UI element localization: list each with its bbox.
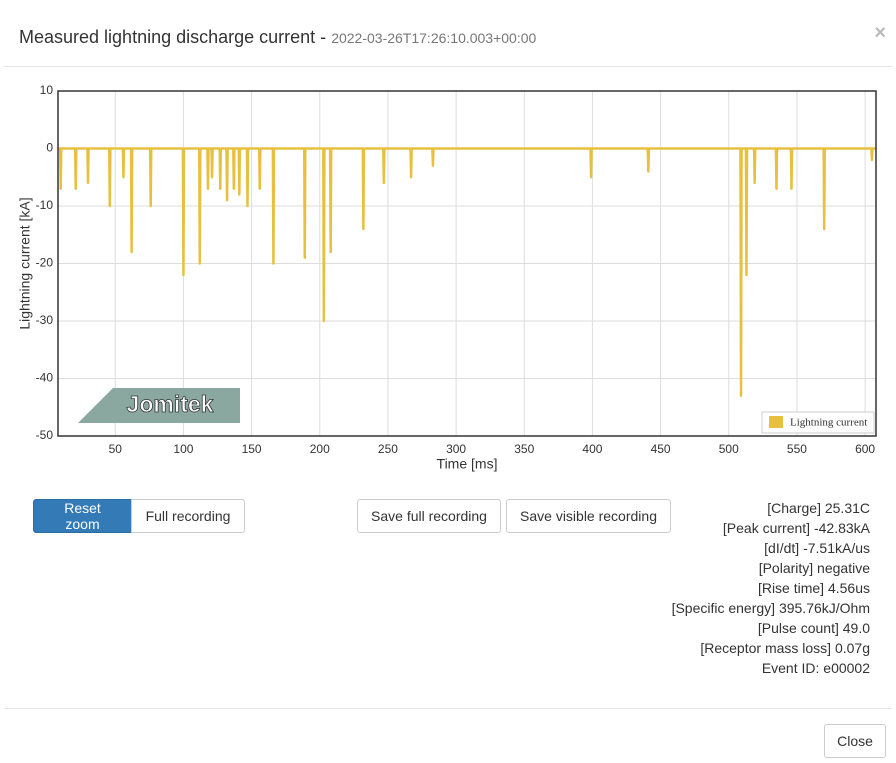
reset-zoom-button[interactable]: Reset zoom bbox=[33, 499, 132, 533]
legend-label: Lightning current bbox=[790, 417, 867, 429]
stat-line: [dI/dt] -7.51kA/us bbox=[764, 540, 870, 556]
y-tick-label: -10 bbox=[36, 198, 54, 212]
plot-border bbox=[57, 90, 877, 437]
x-axis-label: Time [ms] bbox=[437, 456, 498, 472]
x-tick-label: 550 bbox=[787, 442, 807, 456]
y-tick-label: -50 bbox=[36, 428, 54, 442]
y-tick-label: 10 bbox=[40, 83, 54, 97]
stat-line: [Specific energy] 395.76kJ/Ohm bbox=[671, 600, 870, 616]
x-tick-label: 450 bbox=[651, 442, 671, 456]
legend-swatch bbox=[769, 416, 783, 428]
stats: [Charge] 25.31C [Peak current] -42.83kA [d… bbox=[672, 498, 870, 678]
footer-divider bbox=[4, 708, 892, 709]
stat-line: Event ID: e00002 bbox=[761, 660, 870, 676]
x-tick-label: 50 bbox=[109, 442, 123, 456]
close-icon[interactable]: × bbox=[874, 22, 886, 44]
stat-line: [Pulse count] 49.0 bbox=[757, 620, 870, 636]
y-tick-label: -40 bbox=[36, 371, 54, 385]
x-tick-label: 400 bbox=[582, 442, 602, 456]
y-tick-label: 0 bbox=[46, 141, 53, 155]
x-tick-label: 250 bbox=[378, 442, 398, 456]
stat-line: [Rise time] 4.56us bbox=[757, 580, 870, 596]
x-tick-label: 150 bbox=[242, 442, 262, 456]
full-recording-button[interactable]: Full recording bbox=[131, 499, 245, 533]
header-divider bbox=[4, 66, 892, 67]
legend-box bbox=[761, 411, 875, 434]
x-tick-label: 350 bbox=[514, 442, 534, 456]
x-tick-label: 600 bbox=[855, 442, 875, 456]
timestamp: 2022-03-26T17:26:10.003+00:00 bbox=[331, 30, 537, 46]
x-tick-label: 100 bbox=[173, 442, 193, 456]
series-line bbox=[58, 147, 876, 397]
y-tick-label: -20 bbox=[36, 256, 54, 270]
x-tick-label: 500 bbox=[719, 442, 739, 456]
x-tick-label: 200 bbox=[310, 442, 330, 456]
stat-line: [Peak current] -42.83kA bbox=[722, 520, 870, 536]
logo-text: Jomitek bbox=[127, 391, 214, 417]
save-visible-button[interactable]: Save visible recording bbox=[506, 499, 671, 533]
title-text: Measured lightning discharge current - bbox=[19, 27, 327, 47]
stat-line: [Polarity] negative bbox=[758, 560, 870, 576]
stat-line: [Receptor mass loss] 0.07g bbox=[700, 640, 870, 656]
close-button[interactable]: Close bbox=[824, 724, 886, 758]
logo-shape bbox=[78, 388, 240, 423]
y-axis-label: Lightning current [kA] bbox=[17, 197, 33, 329]
y-tick-label: -30 bbox=[36, 313, 54, 327]
modal-title: Measured lightning discharge current - 2… bbox=[19, 27, 536, 48]
save-full-button[interactable]: Save full recording bbox=[357, 499, 501, 533]
stat-line: [Charge] 25.31C bbox=[767, 500, 870, 516]
x-tick-label: 300 bbox=[446, 442, 466, 456]
